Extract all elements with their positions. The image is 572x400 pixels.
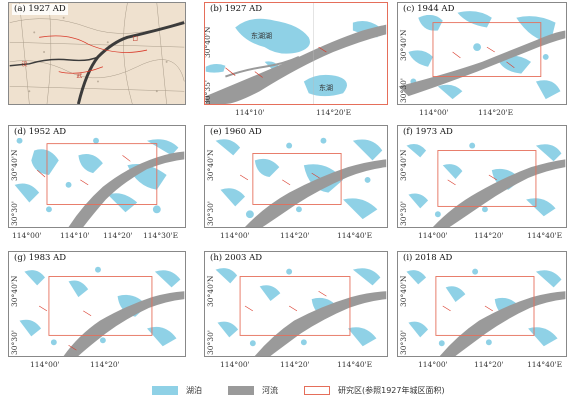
xtick-e-0: 114°00': [220, 231, 250, 240]
xtick-d-0: 114°00': [12, 231, 42, 240]
ytick-d-0: 30°40'N: [10, 149, 19, 181]
map-1927: [205, 3, 387, 104]
panel-label-a: (a) 1927 AD: [12, 4, 68, 15]
xtick-d-1: 114°10': [60, 231, 90, 240]
map-1983: [19, 266, 185, 356]
xtick-f-1: 114°20': [474, 231, 504, 240]
panel-label-b: (b) 1927 AD: [208, 4, 265, 15]
ytick-e-1: 30°30': [206, 201, 215, 226]
panel-b: (b) 1927 AD 东湖湖 东湖 30°40'N 30°35': [204, 2, 388, 105]
ytick-f-0: 30°40'N: [399, 149, 408, 181]
xtick-e-2: 114°40'E: [337, 231, 373, 240]
ytick-h-1: 30°30': [206, 330, 215, 355]
xtick-h-1: 114°20': [280, 360, 310, 369]
xtick-i-2: 114°40'E: [527, 360, 563, 369]
ytick-d-1: 30°30': [10, 201, 19, 226]
map-1973: [406, 142, 566, 227]
map-1960: [215, 137, 387, 227]
panel-e: (e) 1960 AD 30°40'N 30°30': [204, 125, 388, 228]
map-2018: [406, 268, 566, 356]
panel-c: (c) 1944 AD 30°40'N 30°30': [397, 2, 567, 105]
xtick-i-1: 114°20': [474, 360, 504, 369]
ytick-c-1: 30°30': [399, 78, 408, 103]
ytick-i-1: 30°30': [399, 330, 408, 355]
panel-d: (d) 1952 AD 30°40'N 30°30': [8, 125, 186, 228]
historic-map-1927: 汉 武 口: [9, 3, 185, 104]
panel-label-h: (h) 2003 AD: [208, 253, 265, 264]
panel-label-d: (d) 1952 AD: [12, 127, 69, 138]
legend-label-study-area: 研究区(参照1927年城区面积): [338, 385, 445, 395]
xtick-f-0: 114°00': [418, 231, 448, 240]
xtick-g-0: 114°00': [30, 360, 60, 369]
svg-text:汉: 汉: [21, 60, 27, 68]
xtick-h-0: 114°00': [220, 360, 250, 369]
ytick-b-0: 30°40'N: [204, 26, 212, 58]
lake-label-donghu-2: 东湖: [319, 84, 333, 92]
ytick-g-0: 30°40'N: [10, 275, 19, 307]
panel-h: (h) 2003 AD 30°40'N 30°30': [204, 251, 388, 357]
xtick-e-1: 114°20': [280, 231, 310, 240]
lake-swatch: [152, 385, 178, 395]
xtick-d-3: 114°30'E: [143, 231, 179, 240]
legend: 湖泊 河流 研究区(参照1927年城区面积): [152, 383, 471, 397]
ytick-b-1: 30°35': [204, 80, 212, 105]
ytick-i-0: 30°40'N: [399, 275, 408, 307]
xtick-b-0: 114°10': [235, 108, 265, 117]
panel-label-c: (c) 1944 AD: [401, 4, 457, 15]
xtick-c-0: 114°00': [419, 108, 449, 117]
svg-text:武: 武: [76, 72, 82, 80]
panel-label-e: (e) 1960 AD: [208, 127, 264, 138]
panel-label-i: (i) 2018 AD: [401, 253, 455, 264]
xtick-h-2: 114°40'E: [337, 360, 373, 369]
panel-i: (i) 2018 AD 30°40'N 30°30': [397, 251, 567, 357]
panel-a: 汉 武 口 (a) 1927 AD: [8, 2, 186, 105]
panel-label-f: (f) 1973 AD: [401, 127, 455, 138]
xtick-f-2: 114°40'E: [527, 231, 563, 240]
river-swatch: [228, 385, 254, 395]
map-2003: [215, 268, 387, 356]
ytick-f-1: 30°30': [399, 201, 408, 226]
lake-label-donghu-1: 东湖湖: [251, 32, 272, 40]
legend-label-lake: 湖泊: [186, 385, 202, 395]
map-1952: [14, 137, 185, 227]
study-area-swatch: [304, 385, 330, 395]
ytick-e-0: 30°40'N: [206, 149, 215, 181]
xtick-c-1: 114°20'E: [478, 108, 514, 117]
svg-text:口: 口: [132, 35, 138, 42]
xtick-g-1: 114°20': [90, 360, 120, 369]
legend-item-river: 河流: [228, 385, 278, 396]
ytick-h-0: 30°40'N: [206, 275, 215, 307]
ytick-c-0: 30°40'N: [399, 29, 408, 61]
map-1944: [398, 11, 566, 100]
panel-label-g: (g) 1983 AD: [12, 253, 69, 264]
xtick-b-1: 114°20'E: [316, 108, 352, 117]
panel-f: (f) 1973 AD 30°40'N 30°30': [397, 125, 567, 228]
legend-label-river: 河流: [262, 385, 278, 395]
legend-item-lake: 湖泊: [152, 385, 202, 396]
ytick-g-1: 30°30': [10, 330, 19, 355]
xtick-i-0: 114°00': [418, 360, 448, 369]
legend-item-study-area: 研究区(参照1927年城区面积): [304, 385, 445, 396]
xtick-d-2: 114°20': [103, 231, 133, 240]
panel-g: (g) 1983 AD 30°40'N 30°30': [8, 251, 186, 357]
